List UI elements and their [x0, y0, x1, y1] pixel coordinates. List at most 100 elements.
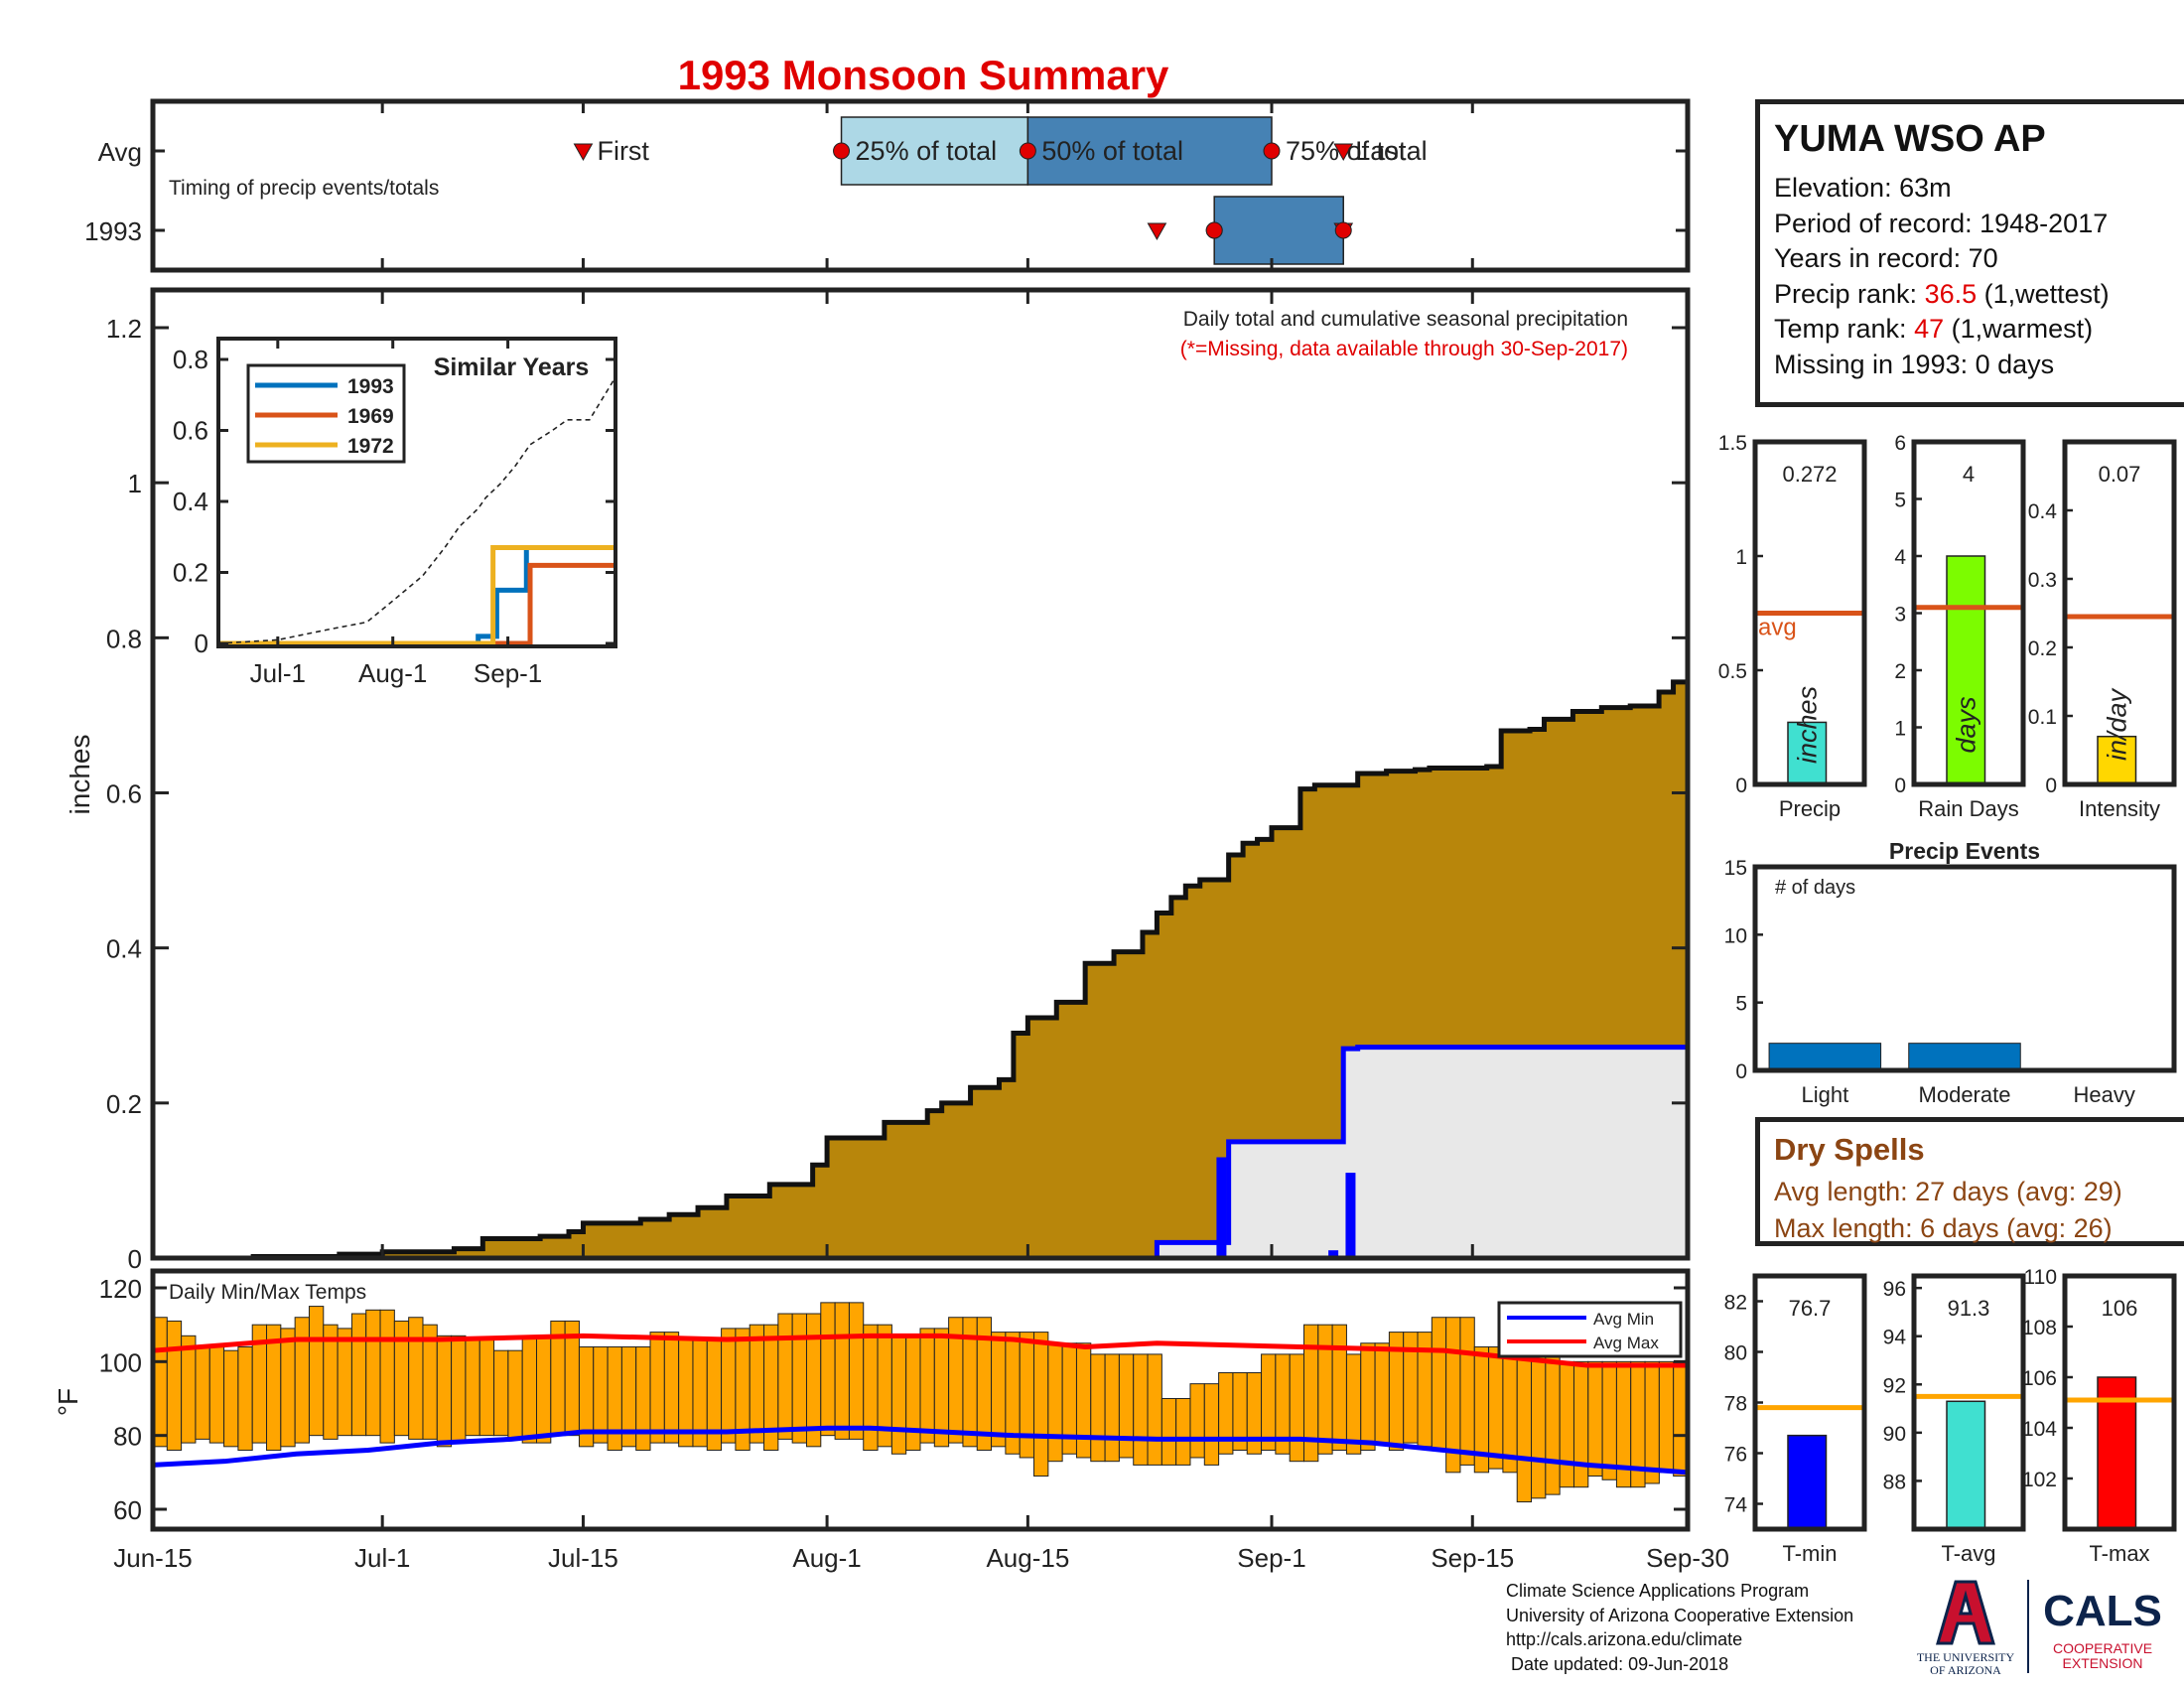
- temps-xtick-label: Jul-15: [548, 1543, 618, 1573]
- panel-category: T-max: [2089, 1541, 2149, 1566]
- panel-value: 106: [2102, 1296, 2138, 1321]
- panel-ytick-label: 0.1: [2028, 706, 2057, 729]
- temp-range-bar: [777, 1313, 793, 1440]
- temp-range-bar: [507, 1349, 523, 1440]
- temp-range-bar: [1345, 1353, 1362, 1455]
- temp-range-bar: [1246, 1371, 1263, 1455]
- timing-row-avg: Avg: [98, 137, 142, 167]
- timing-note: Timing of precip events/totals: [169, 177, 439, 200]
- panel-unit-label: in/day: [2102, 687, 2131, 761]
- precip-events-ytick-label: 10: [1724, 924, 1747, 947]
- precip-events-bar: [1768, 1043, 1882, 1071]
- temp-range-bar: [1189, 1383, 1205, 1459]
- temp-range-bar: [635, 1345, 651, 1452]
- panel-t_max: 102 104 106 108 110 106 T-max: [2022, 1266, 2177, 1566]
- inset-ytick-label: 0.8: [173, 345, 208, 374]
- panel-ytick-label: 0: [1735, 774, 1747, 797]
- cals-coop2: EXTENSION: [2063, 1655, 2143, 1671]
- dry-spells-avg: Avg length: 27 days (avg: 29): [1774, 1177, 2122, 1206]
- main-ytick-label: 0: [128, 1244, 142, 1274]
- avg-cumulative-area: [153, 676, 1688, 1258]
- timing-quantile-marker: [1019, 142, 1036, 160]
- timing-row-year: 1993: [84, 216, 142, 246]
- panel-avg-label: avg: [1758, 615, 1797, 641]
- main-ytick-label: 0.6: [106, 779, 142, 809]
- temp-range-bar: [721, 1328, 737, 1444]
- panel-value: 76.7: [1789, 1296, 1832, 1321]
- temps-legend-box: [1497, 1301, 1683, 1358]
- temps-xtick-label: Sep-1: [1237, 1543, 1305, 1573]
- temp-range-bar: [379, 1309, 395, 1444]
- cumulative-precip-panel: 0 0.2 0.4 0.6 0.8 1 1.2 Daily total and cumula…: [65, 287, 1691, 1274]
- year-cumulative-area: [153, 1047, 1688, 1258]
- temp-range-bar: [493, 1349, 509, 1437]
- station-info-box: YUMA WSO AP Elevation: 63m Period of rec…: [1755, 99, 2184, 407]
- avg-max-line: [152, 1333, 1688, 1368]
- temp-range-bar: [1502, 1345, 1518, 1474]
- main-ytick-label: 0.4: [106, 934, 142, 964]
- main-ytick-label: 0.8: [106, 624, 142, 653]
- panel-unit-label: days: [1951, 696, 1980, 753]
- timing-quantile-marker: [1334, 221, 1352, 239]
- panel-ytick-label: 96: [1883, 1278, 1906, 1301]
- station-precip-rank: Precip rank: 36.5 (1,wettest): [1774, 277, 2184, 313]
- main-ylabel: inches: [65, 735, 95, 815]
- temp-range-bar: [1459, 1317, 1475, 1466]
- temp-range-bar: [1133, 1353, 1149, 1466]
- temp-range-bar: [350, 1313, 367, 1437]
- precip-events-ytick-label: 15: [1724, 857, 1747, 880]
- inset-ytick-label: 0: [195, 629, 208, 658]
- temp-range-bar: [749, 1324, 765, 1444]
- inset-series-line: [218, 544, 615, 646]
- temp-range-bar: [1218, 1371, 1234, 1455]
- station-name: YUMA WSO AP: [1774, 118, 2046, 160]
- legend-avg-max: Avg Max: [1593, 1334, 1659, 1352]
- temp-range-bar: [1104, 1353, 1120, 1463]
- panel-ytick-label: 104: [2022, 1418, 2057, 1441]
- side-panels: 0 0.5 1 1.5 0.272 Precip inches avg 0 1 2 3 4 5 6 4 Rain…: [1718, 432, 2177, 1566]
- temps-title: Daily Min/Max Temps: [169, 1281, 366, 1304]
- panel-ytick-label: 6: [1894, 432, 1906, 455]
- panel-ytick-label: 94: [1883, 1327, 1907, 1349]
- main-note-line2: (*=Missing, data available through 30-Se…: [1180, 338, 1628, 360]
- timing-frame: [150, 98, 1691, 273]
- panel-ytick-label: 76: [1724, 1444, 1747, 1467]
- temp-range-bar: [536, 1335, 552, 1444]
- panel-category: T-min: [1783, 1541, 1838, 1566]
- panel-ytick-label: 82: [1724, 1292, 1747, 1315]
- panel-bar: [1946, 555, 1986, 785]
- timing-band-q50-q75: [1213, 196, 1344, 265]
- logos: THE UNIVERSITY OF ARIZONA CALS COOPERATI…: [1917, 1580, 2162, 1677]
- timing-label-q25: 25% of total: [856, 136, 998, 166]
- temp-rank-suffix: (1,warmest): [1944, 314, 2094, 344]
- avg-cumulative-line: [153, 676, 1691, 1261]
- precip-rank-label: Precip rank:: [1774, 278, 1925, 309]
- credits: Climate Science Applications Program Uni…: [1506, 1579, 1853, 1676]
- temp-range-bar: [1545, 1353, 1561, 1495]
- temps-ytick-label: 100: [99, 1347, 142, 1377]
- temp-range-bar: [607, 1345, 622, 1452]
- temp-range-bar: [1118, 1353, 1135, 1459]
- panel-ytick-label: 0.4: [2028, 500, 2058, 523]
- credits-line3[interactable]: http://cals.arizona.edu/climate: [1506, 1629, 1743, 1649]
- temp-range-bar: [863, 1324, 879, 1452]
- panel-ytick-label: 0.5: [1718, 660, 1747, 683]
- main-ytick-label: 0.2: [106, 1089, 142, 1119]
- panel-ytick-label: 2: [1894, 660, 1906, 683]
- timing-band-q25-q50: [840, 116, 1029, 186]
- temp-range-bar: [919, 1328, 935, 1444]
- temp-range-bar: [834, 1302, 850, 1440]
- temp-range-bar: [1090, 1353, 1106, 1463]
- precip-events-category: Moderate: [1919, 1082, 2011, 1107]
- ua-logo: THE UNIVERSITY OF ARIZONA: [1917, 1580, 2014, 1677]
- temp-range-bar: [308, 1306, 325, 1437]
- inset-legend-label: 1969: [347, 405, 394, 428]
- precip-events-ylabel: # of days: [1775, 877, 1855, 899]
- temp-range-bar: [1047, 1342, 1063, 1463]
- temp-range-bar: [1516, 1353, 1533, 1503]
- temp-range-bar: [294, 1317, 310, 1444]
- panel-ytick-label: 102: [2022, 1469, 2057, 1491]
- panel-ytick-label: 88: [1883, 1471, 1906, 1493]
- inset-title: Similar Years: [434, 353, 590, 381]
- panel-intensity: 0 0.1 0.2 0.3 0.4 0.07 Intensity in/day: [2028, 439, 2177, 821]
